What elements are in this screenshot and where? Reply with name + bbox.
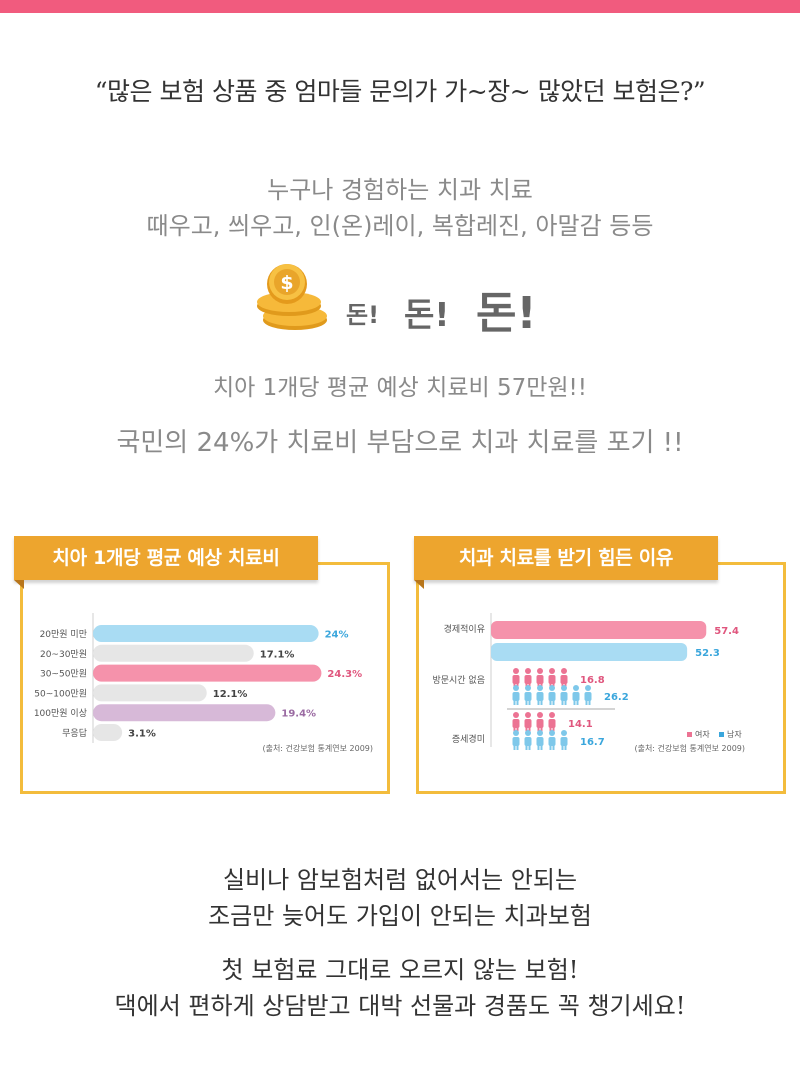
person-icon bbox=[560, 685, 568, 705]
person-icon bbox=[524, 730, 532, 750]
bar bbox=[93, 724, 123, 741]
money-word-2: 돈! bbox=[404, 295, 450, 334]
stat-line-2: 국민의 24%가 치료비 부담으로 치과 치료를 포기 !! bbox=[116, 428, 684, 458]
person-icon bbox=[536, 685, 544, 705]
person-icon bbox=[512, 730, 520, 750]
category-label: 경제적이유 bbox=[444, 623, 485, 635]
value-label: 12.1% bbox=[213, 689, 248, 700]
person-icon bbox=[524, 685, 532, 705]
person-icon bbox=[524, 712, 532, 732]
person-icon bbox=[584, 685, 592, 705]
category-label: 방문시간 없음 bbox=[432, 675, 485, 686]
value-label: 57.4 bbox=[714, 626, 739, 637]
value-label: 16.7 bbox=[580, 737, 605, 748]
ribbon-fold bbox=[414, 580, 424, 589]
closing-line-1: 실비나 암보험처럼 없어서는 안되는 bbox=[222, 866, 578, 894]
category-label: 100만원 이상 bbox=[34, 708, 87, 719]
value-label: 14.1 bbox=[568, 719, 593, 730]
bar bbox=[93, 704, 276, 722]
bar bbox=[93, 625, 319, 642]
money-word-3: 돈! bbox=[476, 288, 537, 339]
value-label: 3.1% bbox=[128, 729, 156, 740]
bar-male bbox=[491, 643, 688, 661]
legend-swatch-female bbox=[687, 732, 692, 737]
person-icon bbox=[536, 730, 544, 750]
reason-chart-title: 치과 치료를 받기 힘든 이유 bbox=[414, 536, 718, 580]
legend-swatch-male bbox=[719, 732, 724, 737]
source-note: (출처: 건강보험 통계연보 2009) bbox=[262, 743, 373, 753]
value-label: 17.1% bbox=[260, 649, 295, 660]
cost-chart-title: 치아 1개당 평균 예상 치료비 bbox=[14, 536, 318, 580]
coin-stack-icon: $ bbox=[257, 264, 327, 330]
intro-line-1: 누구나 경험하는 치과 치료 bbox=[267, 176, 533, 204]
person-icon bbox=[548, 730, 556, 750]
person-icon bbox=[572, 685, 580, 705]
svg-text:$: $ bbox=[280, 272, 293, 294]
category-label: 20~30만원 bbox=[40, 649, 87, 660]
closing-line-3: 첫 보험료 그대로 오르지 않는 보험! bbox=[221, 956, 579, 984]
money-word-1: 돈! bbox=[346, 301, 380, 329]
person-icon bbox=[536, 712, 544, 732]
person-icon bbox=[512, 712, 520, 732]
cost-chart: 20만원 미만 24% 20~30만원 17.1% 30~50만원 24.3% 50~100… bbox=[34, 613, 373, 753]
closing-line-4: 댁에서 편하게 상담받고 대박 선물과 경품도 꼭 챙기세요! bbox=[114, 992, 686, 1020]
top-accent-bar bbox=[0, 0, 800, 13]
category-label: 50~100만원 bbox=[34, 688, 87, 699]
person-icon bbox=[548, 685, 556, 705]
bar-female bbox=[491, 621, 707, 639]
closing-line-2: 조금만 늦어도 가입이 안되는 치과보험 bbox=[208, 902, 592, 930]
stat-line-1: 치아 1개당 평균 예상 치료비 57만원!! bbox=[213, 375, 587, 401]
legend-label-male: 남자 bbox=[727, 730, 742, 739]
headline: “많은 보험 상품 중 엄마들 문의가 가~장~ 많았던 보험은?” bbox=[94, 77, 706, 106]
category-label: 20만원 미만 bbox=[40, 629, 87, 640]
person-icon bbox=[548, 712, 556, 732]
cost-chart-panel: 20만원 미만 24% 20~30만원 17.1% 30~50만원 24.3% 50~100… bbox=[20, 562, 390, 794]
value-label: 16.8 bbox=[580, 675, 605, 686]
value-label: 19.4% bbox=[281, 709, 316, 720]
intro-line-2: 때우고, 씌우고, 인(온)레이, 복합레진, 아말감 등등 bbox=[146, 212, 654, 240]
legend-label-female: 여자 bbox=[695, 729, 710, 739]
ribbon-fold bbox=[14, 580, 24, 589]
category-label: 무응답 bbox=[62, 727, 87, 739]
bar bbox=[93, 664, 322, 682]
value-label: 26.2 bbox=[604, 692, 629, 703]
person-icon bbox=[560, 730, 568, 750]
value-label: 24% bbox=[325, 630, 349, 641]
bar bbox=[93, 684, 207, 702]
source-note: (출처: 건강보험 통계연보 2009) bbox=[634, 743, 745, 753]
category-label: 30~50만원 bbox=[40, 669, 87, 680]
value-label: 24.3% bbox=[327, 669, 362, 680]
bar bbox=[93, 644, 254, 662]
person-icon bbox=[512, 685, 520, 705]
value-label: 52.3 bbox=[695, 648, 720, 659]
category-label: 증세경미 bbox=[452, 733, 485, 745]
